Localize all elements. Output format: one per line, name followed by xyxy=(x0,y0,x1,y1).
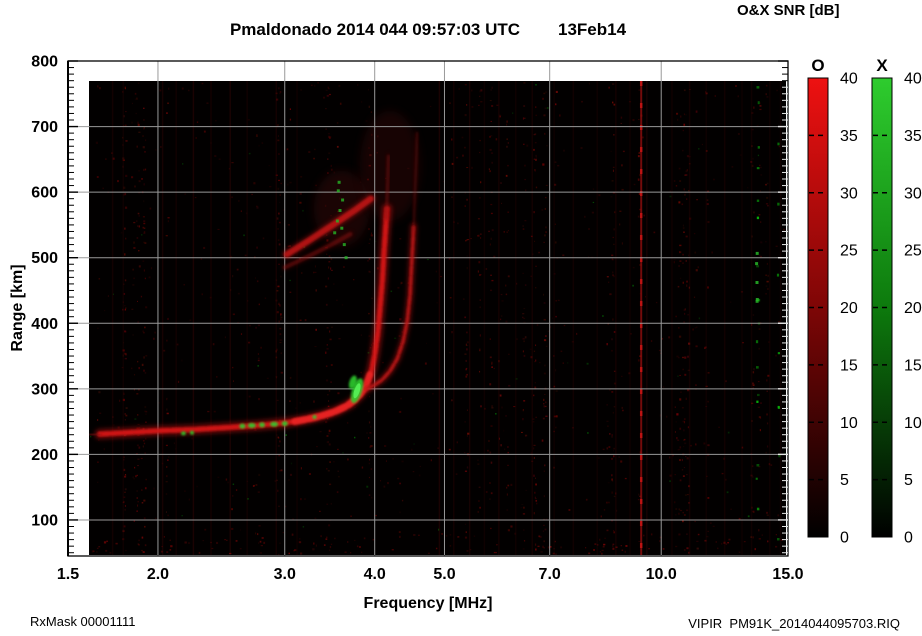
x-tick-label: 1.5 xyxy=(57,566,79,583)
x-tick-label: 15.0 xyxy=(772,566,803,583)
plot-date: 13Feb14 xyxy=(558,20,627,39)
o-mode-colorbar: O 0 5 10 15 20 25 30 35 40 xyxy=(807,56,858,547)
echo-traces xyxy=(89,131,419,440)
spread-F-streak-faint xyxy=(282,232,353,270)
y-tick-label: 700 xyxy=(31,119,58,136)
colorbar-tick-label: 40 xyxy=(840,71,858,88)
colorbar-header-O: O xyxy=(811,56,824,75)
y-tick-label: 800 xyxy=(31,54,58,71)
y-tick-label: 300 xyxy=(31,381,58,398)
y-tick-label: 600 xyxy=(31,185,58,202)
x-axis-label: Frequency [MHz] xyxy=(363,595,493,612)
colorbar-tick-label: 35 xyxy=(904,128,922,145)
y-tick-label: 400 xyxy=(31,316,58,333)
x-tick-label: 4.0 xyxy=(364,566,386,583)
x-mode-colorbar: X 0 5 10 15 20 25 30 35 40 xyxy=(871,56,922,547)
colorbar-tick-label: 20 xyxy=(840,300,858,317)
X-trace-faint-top xyxy=(412,131,419,233)
colorbar-header-X: X xyxy=(876,56,888,75)
X-mode-trace xyxy=(365,224,416,391)
y-tick-labels: 100 200 300 400 500 600 700 800 xyxy=(31,54,58,530)
colorbar-tick-label: 15 xyxy=(840,357,858,374)
plot-title: Pmaldonado 2014 044 09:57:03 UTC xyxy=(229,20,521,39)
footer-filename: VIPIR PM91K_2014044095703.RIQ xyxy=(688,616,900,631)
axes-frame xyxy=(67,60,789,557)
colorbar-tick-label: 0 xyxy=(904,530,913,547)
x-tick-labels: 1.5 2.0 3.0 4.0 5.0 7.0 10.0 15.0 xyxy=(57,566,804,583)
colorbar-tick-label: 30 xyxy=(840,185,858,202)
colorbar-tick-label: 15 xyxy=(904,357,922,374)
colorbar-tick-label: 5 xyxy=(904,472,913,489)
leading-edge-dim-segment xyxy=(89,432,102,437)
colorbar-tick-label: 5 xyxy=(840,472,849,489)
x-mode-green-patches xyxy=(180,180,364,436)
colorbar-tick-label: 10 xyxy=(904,415,922,432)
rfi-stripes xyxy=(111,81,782,555)
colorbar-tick-label: 25 xyxy=(840,243,858,260)
x-tick-label: 7.0 xyxy=(539,566,561,583)
colorbar-tick-label: 10 xyxy=(840,415,858,432)
footer-rxmask: RxMask 00001111 xyxy=(30,614,136,629)
gridlines xyxy=(68,61,786,556)
O-trace-faint-top xyxy=(384,154,390,220)
spread-F-streak-bright xyxy=(283,195,374,258)
x-tick-label: 10.0 xyxy=(646,566,677,583)
y-tick-label: 200 xyxy=(31,447,58,464)
colorbar-tick-label: 35 xyxy=(840,128,858,145)
x-tick-label: 5.0 xyxy=(433,566,455,583)
x-tick-label: 3.0 xyxy=(274,566,296,583)
y-tick-label: 100 xyxy=(31,512,58,529)
colorbar-tick-label: 40 xyxy=(904,71,922,88)
x-tick-label: 2.0 xyxy=(147,566,169,583)
colorbar-tick-label: 20 xyxy=(904,300,922,317)
y-tick-label: 500 xyxy=(31,250,58,267)
colorbar-tick-label: 0 xyxy=(840,530,849,547)
colorbar-title: O&X SNR [dB] xyxy=(737,2,840,19)
colorbar-tick-label: 30 xyxy=(904,185,922,202)
plot-title-row: Pmaldonado 2014 044 09:57:03 UTC 13Feb14 xyxy=(68,20,788,40)
colorbar-tick-label: 25 xyxy=(904,243,922,260)
